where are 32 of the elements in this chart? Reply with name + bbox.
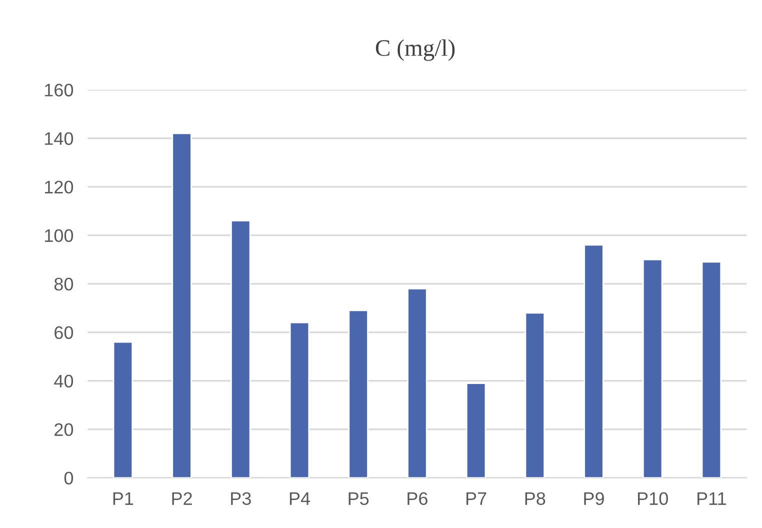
x-tick-label: P8: [525, 492, 546, 505]
x-tick-label: P7: [466, 492, 486, 505]
bar: [642, 258, 663, 478]
x-tick-label: P1: [113, 492, 134, 505]
bar: [289, 322, 310, 478]
y-tick-label: 160: [44, 84, 74, 96]
bar: [466, 382, 486, 478]
y-tick-label: 100: [44, 229, 74, 242]
bar: [701, 261, 722, 478]
bar: [348, 310, 368, 478]
x-tick-label: P11: [698, 492, 726, 505]
x-tick-label: P5: [348, 492, 369, 505]
y-tick-label: 40: [54, 374, 74, 388]
y-tick-label: 140: [44, 132, 74, 145]
bar: [407, 288, 428, 478]
bar: [112, 341, 134, 478]
x-tick-label: P3: [231, 492, 251, 505]
y-tick-label: 60: [54, 326, 74, 340]
bar: [584, 244, 604, 478]
chart-title: C (mg/l): [376, 39, 455, 61]
y-tick-label: 0: [64, 472, 74, 485]
y-tick-label: 80: [54, 278, 74, 291]
bar: [524, 312, 546, 478]
x-tick-label: P10: [638, 492, 668, 505]
bar: [172, 132, 192, 478]
bar: [230, 220, 251, 478]
y-tick-label: 20: [54, 423, 74, 436]
x-tick-label: P9: [584, 492, 604, 505]
x-tick-label: P4: [290, 492, 310, 505]
x-tick-label: P6: [408, 492, 428, 505]
y-tick-label: 120: [44, 180, 74, 194]
x-tick-label: P2: [172, 492, 192, 505]
